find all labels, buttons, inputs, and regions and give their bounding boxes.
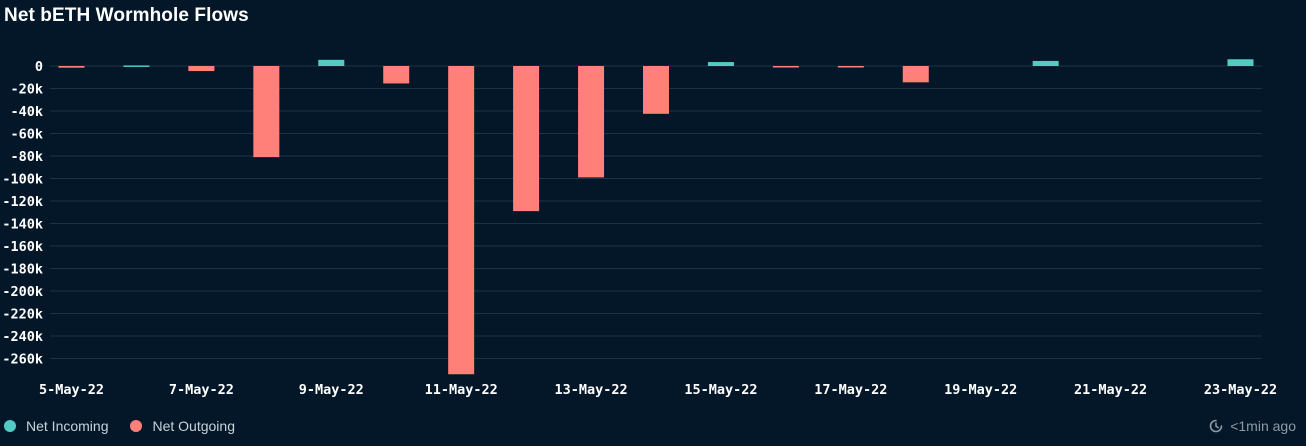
x-tick-label: 21-May-22: [1074, 382, 1147, 398]
bar-net-incoming-20-May-22[interactable]: [1032, 60, 1059, 66]
grid-lines: [50, 65, 1262, 359]
x-axis-ticks: 5-May-22 7-May-22 9-May-22 11-May-22 13-May-…: [39, 382, 1277, 398]
bar-net-outgoing-13-May-22[interactable]: [578, 66, 605, 178]
legend: Net Incoming Net Outgoing: [4, 418, 257, 434]
y-tick-label: -180k: [2, 262, 43, 278]
x-tick-label: 23-May-22: [1204, 382, 1277, 398]
bar-net-outgoing-8-May-22[interactable]: [253, 66, 280, 158]
y-tick-label: -220k: [2, 307, 43, 323]
x-tick-label: 5-May-22: [39, 382, 104, 398]
y-tick-label: -140k: [2, 217, 43, 233]
y-tick-label: -80k: [10, 149, 43, 165]
legend-label-net-incoming: Net Incoming: [26, 418, 109, 434]
y-tick-label: -120k: [2, 194, 43, 210]
y-tick-label: 0: [35, 59, 43, 75]
y-tick-label: -60k: [10, 127, 43, 143]
y-tick-label: -240k: [2, 329, 43, 345]
legend-item-net-incoming[interactable]: Net Incoming: [4, 418, 108, 434]
last-updated[interactable]: <1min ago: [1208, 418, 1296, 434]
bar-chart: 0 -20k -40k -60k -80k -100k -120k -140k -160k -18…: [2, 59, 1277, 398]
y-tick-label: -260k: [2, 352, 43, 368]
bar-net-incoming-9-May-22[interactable]: [318, 59, 345, 66]
x-tick-label: 9-May-22: [299, 382, 364, 398]
y-tick-label: -100k: [2, 172, 43, 188]
net-outgoing-dot-icon: [130, 420, 143, 432]
x-tick-label: 13-May-22: [554, 382, 627, 398]
net-incoming-dot-icon: [4, 420, 16, 432]
x-tick-label: 15-May-22: [684, 382, 757, 398]
bar-net-incoming-23-May-22[interactable]: [1227, 59, 1254, 66]
y-tick-label: -20k: [10, 82, 43, 98]
y-axis-ticks: 0 -20k -40k -60k -80k -100k -120k -140k -160k -18…: [2, 59, 43, 368]
x-tick-label: 17-May-22: [814, 382, 887, 398]
x-tick-label: 11-May-22: [425, 382, 498, 398]
legend-item-net-outgoing[interactable]: Net Outgoing: [130, 418, 235, 434]
bar-net-outgoing-5-May-22[interactable]: [58, 66, 85, 68]
bar-net-outgoing-14-May-22[interactable]: [643, 66, 669, 114]
bar-net-outgoing-7-May-22[interactable]: [188, 66, 215, 72]
legend-label-net-outgoing: Net Outgoing: [152, 418, 235, 434]
x-tick-label: 7-May-22: [169, 382, 234, 398]
chart-title: Net bETH Wormhole Flows: [4, 5, 249, 26]
bar-net-outgoing-12-May-22[interactable]: [513, 66, 540, 212]
bars: [58, 59, 1254, 375]
y-tick-label: -40k: [10, 104, 43, 120]
bar-net-outgoing-10-May-22[interactable]: [383, 66, 410, 84]
refresh-clock-icon: [1209, 419, 1223, 433]
x-tick-label: 19-May-22: [944, 382, 1017, 398]
last-updated-label: <1min ago: [1230, 418, 1296, 434]
bar-net-outgoing-17-May-22[interactable]: [837, 66, 864, 68]
bar-net-incoming-15-May-22[interactable]: [707, 62, 734, 66]
bar-net-outgoing-11-May-22[interactable]: [448, 66, 475, 375]
y-tick-label: -200k: [2, 284, 43, 300]
y-tick-label: -160k: [2, 239, 43, 255]
bar-net-outgoing-16-May-22[interactable]: [772, 66, 799, 68]
bar-net-outgoing-18-May-22[interactable]: [902, 66, 929, 83]
bar-net-incoming-6-May-22[interactable]: [123, 65, 150, 67]
